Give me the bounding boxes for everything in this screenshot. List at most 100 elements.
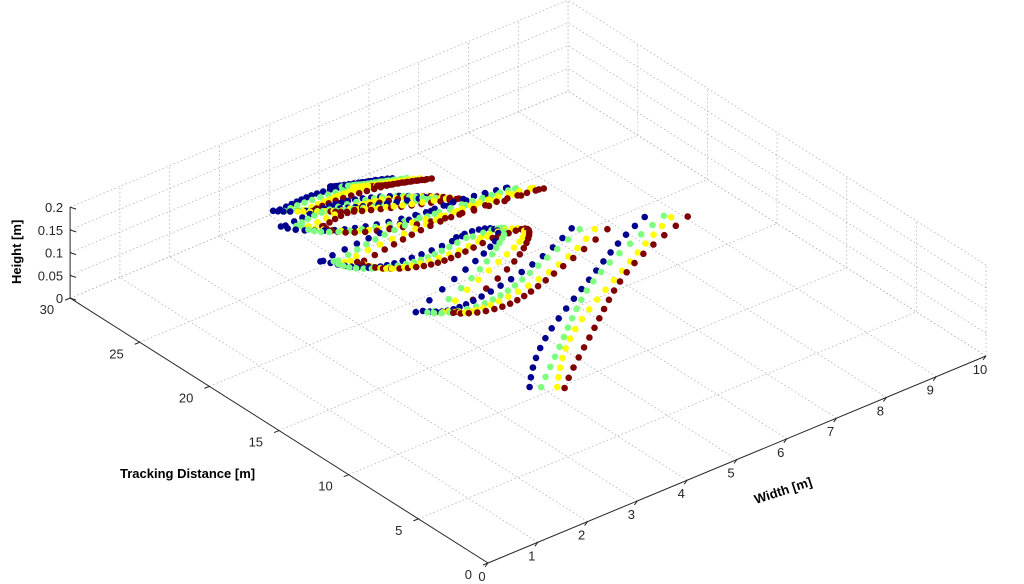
data-point xyxy=(421,176,429,184)
y-tick-mark xyxy=(134,341,140,345)
data-point xyxy=(565,374,572,382)
data-point xyxy=(564,324,572,331)
data-point xyxy=(462,266,469,273)
data-point xyxy=(326,219,333,226)
data-point xyxy=(529,364,537,371)
z-tick-mark xyxy=(69,206,77,210)
data-point xyxy=(299,214,306,221)
data-point xyxy=(649,221,656,229)
data-point xyxy=(355,189,363,197)
data-point xyxy=(650,231,657,238)
data-point xyxy=(610,287,618,294)
data-point xyxy=(631,259,638,267)
data-point xyxy=(634,249,642,256)
data-point xyxy=(527,374,535,381)
data-point xyxy=(514,288,522,295)
data-point xyxy=(607,249,614,256)
data-point xyxy=(353,240,361,247)
data-point xyxy=(370,185,378,193)
data-point xyxy=(573,305,580,313)
data-point xyxy=(568,315,576,322)
x-tick-label: 9 xyxy=(927,383,934,398)
data-point xyxy=(520,292,528,300)
data-point xyxy=(511,258,518,265)
data-point xyxy=(337,212,345,220)
data-point xyxy=(319,188,327,195)
data-point xyxy=(604,225,611,233)
data-point xyxy=(491,305,498,313)
data-point xyxy=(438,247,446,255)
data-point xyxy=(527,288,535,295)
data-point xyxy=(494,275,502,282)
x-tick-mark xyxy=(783,438,788,444)
data-point xyxy=(354,246,361,253)
data-point xyxy=(616,249,623,257)
side-wall-grid-line xyxy=(567,0,987,266)
data-point xyxy=(555,315,562,322)
data-point xyxy=(566,335,574,343)
data-point xyxy=(582,235,590,243)
y-tick-label: 15 xyxy=(249,435,263,450)
data-point xyxy=(408,231,416,238)
data-point xyxy=(304,215,312,223)
data-point xyxy=(311,212,318,219)
x-tick-mark xyxy=(534,541,539,547)
data-point xyxy=(427,261,435,268)
data-point xyxy=(381,231,389,238)
data-point xyxy=(518,268,525,276)
data-point xyxy=(308,196,316,204)
data-point xyxy=(658,222,666,230)
floor-grid-line xyxy=(318,194,738,460)
data-point xyxy=(529,261,536,268)
data-point xyxy=(512,227,520,234)
data-point xyxy=(347,257,355,265)
data-point xyxy=(578,296,585,304)
z-tick-label: 0.15 xyxy=(38,223,63,238)
data-point xyxy=(485,267,493,274)
data-point xyxy=(523,189,531,197)
data-point xyxy=(412,225,419,233)
data-point xyxy=(470,207,478,214)
data-point xyxy=(314,218,321,226)
data-point xyxy=(401,222,409,229)
data-point xyxy=(551,353,559,361)
data-point xyxy=(600,305,608,313)
data-point xyxy=(431,251,439,258)
data-point xyxy=(540,185,548,192)
y-tick-label: 30 xyxy=(40,302,54,317)
data-point xyxy=(441,214,449,222)
floor-grid-line xyxy=(418,152,837,419)
data-point xyxy=(499,303,506,311)
data-point xyxy=(316,193,324,201)
data-point xyxy=(600,258,607,265)
y-axis-label: Tracking Distance [m] xyxy=(120,466,255,481)
data-point xyxy=(447,213,455,221)
data-point xyxy=(468,228,476,235)
z-tick-mark xyxy=(69,229,77,233)
data-point xyxy=(493,198,500,205)
x-tick-mark xyxy=(982,355,987,361)
x-tick-mark xyxy=(683,479,688,485)
data-point xyxy=(388,265,396,272)
data-point xyxy=(351,229,359,236)
x-tick-label: 8 xyxy=(877,403,884,418)
y-tick-label: 20 xyxy=(179,390,193,405)
back-wall-grid-line xyxy=(69,45,569,253)
data-point xyxy=(478,293,485,300)
data-point xyxy=(575,354,582,361)
z-tick-label: 0.1 xyxy=(45,246,63,261)
data-point xyxy=(493,244,500,252)
data-point xyxy=(412,263,420,271)
x-tick-label: 10 xyxy=(973,362,987,377)
data-point xyxy=(438,242,446,250)
data-point xyxy=(559,262,567,270)
data-point xyxy=(562,305,570,312)
data-point xyxy=(556,343,563,351)
data-point xyxy=(507,275,515,283)
x-tick-mark xyxy=(833,417,837,423)
data-point xyxy=(391,226,398,234)
data-point xyxy=(578,285,585,293)
data-point xyxy=(503,251,511,258)
data-point xyxy=(422,216,430,223)
data-point xyxy=(386,225,393,233)
